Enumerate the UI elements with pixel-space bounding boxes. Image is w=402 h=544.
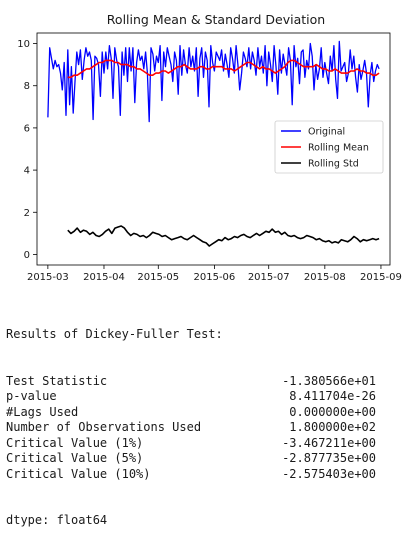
plot-frame bbox=[36, 32, 391, 266]
result-row: Test Statistic -1.380566e+01 bbox=[6, 374, 398, 390]
result-row: p-value 8.411704e-26 bbox=[6, 389, 398, 405]
y-tick-label: 0 bbox=[24, 250, 30, 261]
result-label: Test Statistic bbox=[6, 373, 108, 388]
results-rows: Test Statistic -1.380566e+01 p-value 8.4117… bbox=[6, 374, 398, 483]
x-tick-label: 2015-03 bbox=[27, 272, 69, 283]
rolling-std-line bbox=[67, 225, 380, 247]
result-row: Critical Value (5%) -2.877735e+00 bbox=[6, 451, 398, 467]
dtype-row: dtype: float64 bbox=[6, 513, 398, 529]
x-tick-label: 2015-06 bbox=[194, 272, 236, 283]
result-label: Number of Observations Used bbox=[6, 420, 202, 434]
plot-area bbox=[36, 32, 391, 266]
results-header: Results of Dickey-Fuller Test: bbox=[6, 327, 398, 343]
legend-label: Rolling Std bbox=[308, 159, 359, 170]
result-value: -3.467211e+00 bbox=[282, 435, 376, 450]
y-tick-label: 6 bbox=[24, 123, 30, 134]
result-label: Critical Value (1%) bbox=[6, 435, 144, 450]
y-tick-label: 2 bbox=[24, 208, 30, 219]
result-row: #Lags Used 0.000000e+00 bbox=[6, 405, 398, 421]
result-label: Critical Value (5%) bbox=[6, 451, 144, 465]
result-value: 0.000000e+00 bbox=[289, 404, 376, 419]
legend-box bbox=[274, 120, 384, 174]
x-tick-label: 2015-09 bbox=[360, 272, 402, 283]
x-tick-label: 2015-07 bbox=[248, 272, 290, 283]
y-tick-label: 8 bbox=[24, 81, 30, 92]
results-header-text: Results of Dickey-Fuller Test: bbox=[6, 327, 223, 341]
original-line bbox=[47, 40, 380, 123]
x-tick-label: 2015-05 bbox=[137, 272, 179, 283]
y-tick-label: 10 bbox=[17, 39, 30, 50]
chart-title: Rolling Mean & Standard Deviation bbox=[107, 12, 325, 27]
x-tick-label: 2015-08 bbox=[304, 272, 346, 283]
y-axis: 0 2 4 6 8 10 bbox=[17, 39, 37, 261]
rolling-stats-chart: Rolling Mean & Standard Deviation 2015-0… bbox=[17, 12, 402, 283]
result-row: Critical Value (1%) -3.467211e+00 bbox=[6, 436, 398, 452]
legend-label: Original bbox=[308, 127, 345, 138]
y-tick-label: 4 bbox=[24, 166, 30, 177]
result-value: -2.575403e+00 bbox=[282, 466, 376, 481]
x-axis: 2015-03 2015-04 2015-05 2015-06 2015-07 2015-… bbox=[27, 265, 402, 283]
result-value: 8.411704e-26 bbox=[289, 389, 376, 403]
x-tick-label: 2015-04 bbox=[83, 272, 125, 283]
result-label: #Lags Used bbox=[6, 404, 79, 419]
result-value: 1.800000e+02 bbox=[289, 420, 376, 434]
legend-label: Rolling Mean bbox=[308, 143, 369, 154]
legend: Original Rolling Mean Rolling Std bbox=[274, 120, 384, 174]
result-row: Critical Value (10%) -2.575403e+00 bbox=[6, 467, 398, 483]
rolling-mean-line bbox=[67, 59, 380, 79]
result-row: Number of Observations Used 1.800000e+02 bbox=[6, 420, 398, 436]
result-label: Critical Value (10%) bbox=[6, 466, 151, 481]
result-label: p-value bbox=[6, 389, 57, 403]
dickey-fuller-results: Results of Dickey-Fuller Test: Test Stat… bbox=[6, 296, 398, 544]
dtype-text: dtype: float64 bbox=[6, 513, 108, 527]
result-value: -2.877735e+00 bbox=[282, 451, 376, 465]
result-value: -1.380566e+01 bbox=[282, 373, 376, 388]
